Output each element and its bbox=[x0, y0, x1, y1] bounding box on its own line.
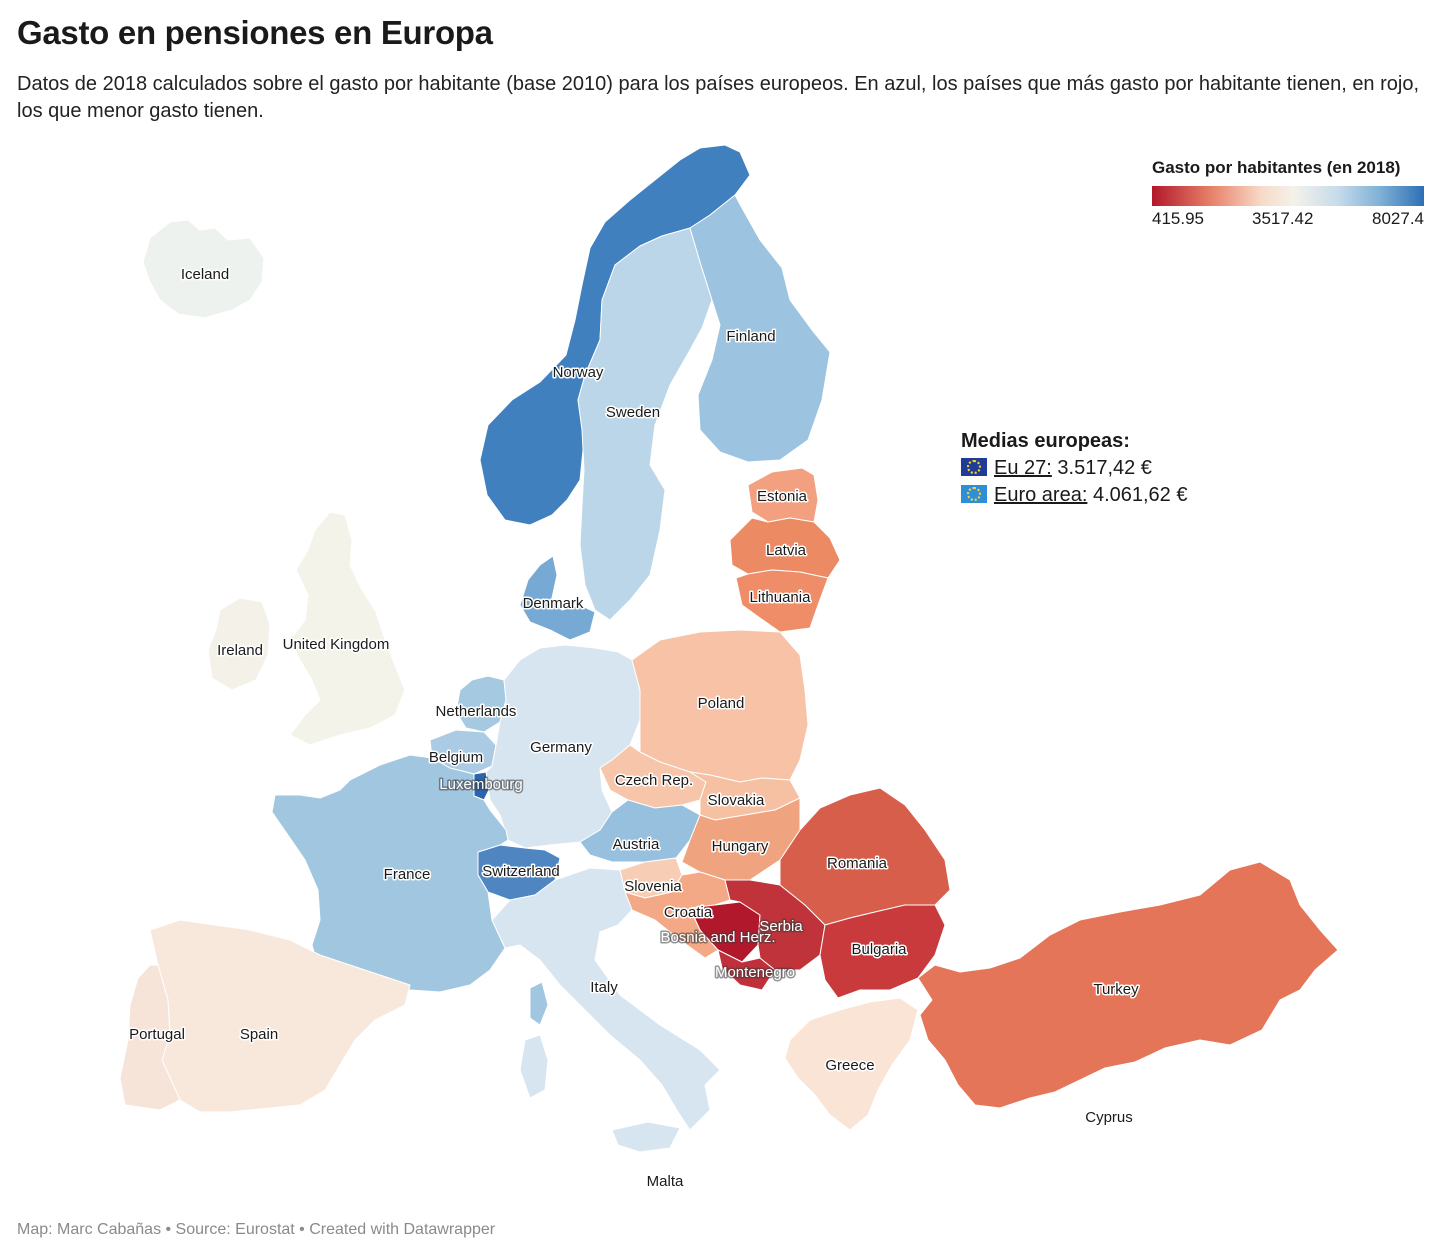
label-malta: Malta bbox=[647, 1173, 684, 1190]
label-germany: Germany bbox=[530, 739, 592, 756]
label-latvia: Latvia bbox=[766, 542, 807, 559]
label-france: France bbox=[384, 866, 431, 883]
source-footer: Map: Marc Cabañas • Source: Eurostat • C… bbox=[17, 1221, 496, 1238]
label-turkey: Turkey bbox=[1093, 981, 1139, 998]
country-estonia[interactable] bbox=[747, 467, 819, 523]
label-cyprus: Cyprus bbox=[1085, 1109, 1133, 1126]
chart-title: Gasto en pensiones en Europa bbox=[17, 14, 493, 51]
country-turkey[interactable] bbox=[917, 861, 1339, 1109]
label-uk: United Kingdom bbox=[283, 636, 390, 653]
country-italy-sardinia[interactable] bbox=[519, 1034, 549, 1099]
legend-mid-label: 3517.42 bbox=[1252, 209, 1314, 228]
country-montenegro[interactable] bbox=[717, 949, 776, 991]
label-spain: Spain bbox=[240, 1026, 278, 1043]
country-greece[interactable] bbox=[784, 997, 919, 1131]
label-hungary: Hungary bbox=[712, 838, 769, 855]
label-netherlands: Netherlands bbox=[436, 703, 517, 720]
label-slovenia: Slovenia bbox=[624, 878, 682, 895]
label-portugal: Portugal bbox=[129, 1026, 185, 1043]
eu-flag-icon bbox=[961, 458, 987, 476]
label-bulgaria: Bulgaria bbox=[851, 941, 907, 958]
label-serbia: Serbia bbox=[759, 918, 803, 935]
label-romania: Romania bbox=[827, 855, 888, 872]
label-poland: Poland bbox=[698, 695, 745, 712]
country-italy-sicily[interactable] bbox=[611, 1121, 681, 1153]
label-ireland: Ireland bbox=[217, 642, 263, 659]
eu27-link[interactable]: Eu 27: bbox=[994, 457, 1052, 479]
label-lithuania: Lithuania bbox=[750, 589, 812, 606]
label-croatia: Croatia bbox=[664, 904, 713, 921]
label-finland: Finland bbox=[726, 328, 775, 345]
color-legend: Gasto por habitantes (en 2018) 415.95 35… bbox=[1152, 158, 1424, 231]
label-switzerland: Switzerland bbox=[482, 863, 560, 880]
european-averages-box: Medias europeas: Eu 27: 3.517,42 € Euro … bbox=[961, 428, 1187, 509]
label-norway: Norway bbox=[553, 364, 604, 381]
country-portugal[interactable] bbox=[119, 964, 181, 1111]
label-italy: Italy bbox=[590, 979, 618, 996]
label-belgium: Belgium bbox=[429, 749, 483, 766]
euro-area-average-row: Euro area: 4.061,62 € bbox=[961, 482, 1187, 509]
country-lithuania[interactable] bbox=[735, 569, 829, 633]
country-shapes bbox=[119, 144, 1339, 1153]
label-austria: Austria bbox=[613, 836, 660, 853]
label-greece: Greece bbox=[825, 1057, 874, 1074]
chart-subtitle: Datos de 2018 calculados sobre el gasto … bbox=[17, 73, 1420, 122]
eu27-value: 3.517,42 € bbox=[1057, 457, 1152, 479]
label-iceland: Iceland bbox=[181, 266, 229, 283]
country-finland[interactable] bbox=[689, 194, 831, 463]
averages-title: Medias europeas: bbox=[961, 430, 1130, 452]
country-france[interactable] bbox=[271, 754, 509, 993]
country-labels: Iceland Norway Sweden Finland Estonia La… bbox=[128, 265, 1141, 1192]
label-czech: Czech Rep. bbox=[615, 772, 693, 789]
country-france-corsica[interactable] bbox=[529, 981, 549, 1026]
label-bosnia: Bosnia and Herz. bbox=[660, 929, 775, 946]
label-denmark: Denmark bbox=[523, 595, 584, 612]
country-denmark[interactable] bbox=[519, 555, 596, 641]
label-luxembourg: Luxembourg bbox=[439, 776, 522, 793]
legend-gradient-bar bbox=[1152, 186, 1424, 206]
country-uk[interactable] bbox=[289, 511, 406, 746]
country-bulgaria[interactable] bbox=[819, 904, 946, 999]
eu27-average-row: Eu 27: 3.517,42 € bbox=[961, 455, 1187, 482]
legend-max-label: 8027.4 bbox=[1372, 209, 1424, 228]
legend-title: Gasto por habitantes (en 2018) bbox=[1152, 158, 1401, 177]
legend-ticks: 415.95 3517.42 8027.4 bbox=[1152, 209, 1424, 231]
label-slovakia: Slovakia bbox=[708, 792, 765, 809]
label-sweden: Sweden bbox=[606, 404, 660, 421]
label-estonia: Estonia bbox=[757, 488, 808, 505]
euro-flag-icon bbox=[961, 485, 987, 503]
legend-min-label: 415.95 bbox=[1152, 209, 1204, 228]
country-romania[interactable] bbox=[779, 787, 951, 926]
euro-area-value: 4.061,62 € bbox=[1092, 484, 1188, 506]
euro-area-link[interactable]: Euro area: bbox=[994, 484, 1088, 506]
country-italy[interactable] bbox=[491, 867, 721, 1131]
country-iceland[interactable] bbox=[142, 219, 265, 319]
country-ireland[interactable] bbox=[207, 597, 271, 691]
label-montenegro: Montenegro bbox=[715, 964, 795, 981]
